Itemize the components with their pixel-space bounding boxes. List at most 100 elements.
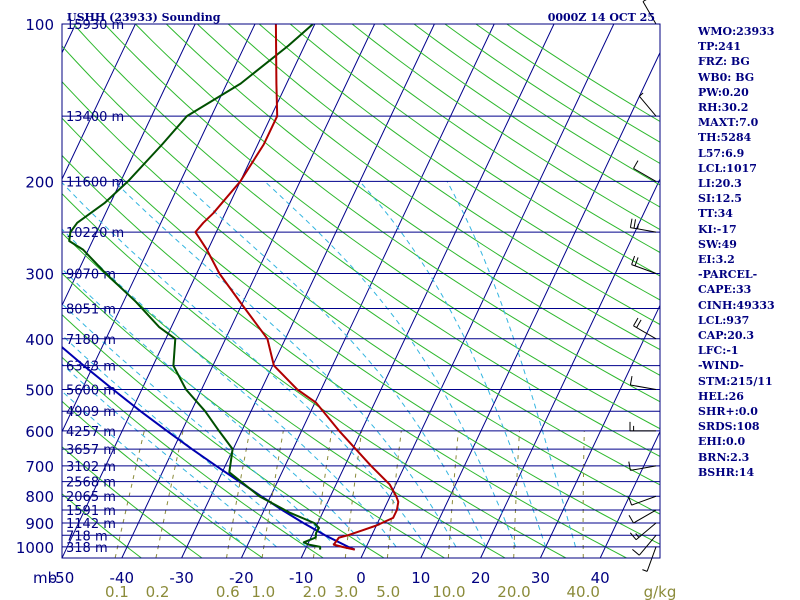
wind-barb-staff <box>631 264 657 274</box>
temperature-tick-label: 40 <box>591 569 610 587</box>
wind-barb-flag <box>628 461 631 471</box>
wind-barb-staff <box>630 465 657 471</box>
wind-barb-flag <box>642 569 648 572</box>
sounding-time: 0000Z 14 OCT 25 <box>548 11 655 24</box>
wind-barb-flag <box>634 257 639 266</box>
wind-barb-staff <box>633 509 657 524</box>
temperature-tick-label: -20 <box>229 569 254 587</box>
wind-barb-staff <box>642 1 657 25</box>
sounding-index-item: CAP:20.3 <box>698 329 755 343</box>
height-label: 11600 m <box>66 175 124 190</box>
sounding-index-item: SHR+:0.0 <box>698 405 758 419</box>
moist-adiabat-line <box>114 181 457 548</box>
wind-barb-staff <box>630 384 657 390</box>
height-label: 10220 m <box>66 226 124 241</box>
mixing-ratio-label: 40.0 <box>566 583 599 600</box>
wind-barb-staff <box>635 522 657 541</box>
wind-barb-flag <box>637 223 639 229</box>
wind-barb <box>629 376 657 390</box>
dry-adiabat-line <box>135 24 660 403</box>
moist-adiabat-line <box>62 268 367 548</box>
temperature-tick-label: -40 <box>110 569 135 587</box>
mixing-ratio-line <box>155 430 184 558</box>
mixing-ratio-line <box>344 430 363 558</box>
wind-barb-staff <box>638 95 657 117</box>
sounding-index-item: BSHR:14 <box>698 465 755 479</box>
wind-barb-staff <box>633 325 657 340</box>
pressure-tick-label: 200 <box>25 173 54 191</box>
dry-adiabat-line <box>62 356 324 558</box>
wind-barb-flag <box>628 514 634 524</box>
height-label: 4257 m <box>66 425 116 440</box>
mixing-ratio-line <box>114 430 145 558</box>
wind-barb <box>633 160 657 182</box>
sounding-index-item: -WIND- <box>698 359 744 373</box>
sounding-index-item: SI:12.5 <box>698 192 742 206</box>
mixing-ratio-label: 2.0 <box>303 583 327 600</box>
mixing-ratio-line <box>386 430 402 558</box>
mixing-ratio-unit-label: g/kg <box>644 583 677 600</box>
sounding-index-item: L57:6.9 <box>698 146 745 160</box>
wind-barb <box>638 92 657 117</box>
mixing-ratio-label: 0.2 <box>146 583 170 600</box>
height-label: 718 m <box>66 529 108 544</box>
isotherm-line <box>62 24 77 54</box>
sounding-index-item: SRDS:108 <box>698 420 760 434</box>
wind-barb <box>632 534 657 556</box>
pressure-tick-label: 800 <box>25 488 54 506</box>
height-label: 1591 m <box>66 504 116 519</box>
isotherm-line <box>62 24 136 181</box>
pressure-tick-label: 100 <box>25 16 54 34</box>
wind-barb-flag <box>629 218 633 228</box>
sounding-index-item: RH:30.2 <box>698 101 749 115</box>
wind-barb-staff <box>646 546 657 572</box>
wind-barb <box>633 317 657 340</box>
dry-adiabat-line <box>73 24 660 457</box>
mixing-ratio-label: 0.6 <box>216 583 240 600</box>
sounding-index-item: LFC:-1 <box>698 344 739 358</box>
wind-barb-flag <box>636 319 642 328</box>
isotherm-line <box>62 24 316 558</box>
sounding-index-item: -PARCEL- <box>698 268 758 282</box>
dry-adiabat-line <box>382 24 660 208</box>
sounding-index-item: WMO:23933 <box>698 25 775 38</box>
dry-adiabat-line <box>258 24 660 301</box>
sounding-index-item: FRZ: BG <box>698 55 750 69</box>
height-label: 318 m <box>66 541 108 556</box>
dry-adiabat-line <box>196 24 660 351</box>
height-label: 1142 m <box>66 517 116 532</box>
isotherm-line <box>62 24 256 433</box>
isotherm-line <box>599 430 660 558</box>
mixing-ratio-label: 1.0 <box>251 583 275 600</box>
wind-barb <box>629 218 657 233</box>
pressure-tick-label: 700 <box>25 458 54 476</box>
wind-barb <box>628 509 657 524</box>
isotherm-line <box>360 24 615 558</box>
sounding-index-item: TP:241 <box>698 40 742 54</box>
mixing-ratio-line <box>513 430 520 558</box>
wind-barb-staff <box>631 495 657 506</box>
wind-barbs <box>628 0 657 572</box>
dry-adiabat-line <box>506 24 660 123</box>
mixing-ratio-line <box>226 430 251 558</box>
isotherm-line <box>62 24 196 307</box>
dry-adiabat-line <box>62 154 627 558</box>
wind-barb-flag <box>631 255 636 265</box>
dry-adiabat-line <box>62 192 567 558</box>
dry-adiabat-line <box>62 400 263 558</box>
dry-adiabat-line <box>104 24 660 430</box>
wind-barb-staff <box>638 534 657 556</box>
sounding-index-item: STM:215/11 <box>698 374 773 388</box>
height-label: 13400 m <box>66 110 124 125</box>
sounding-index-item: EI:3.2 <box>698 253 735 267</box>
sounding-index-item: HEL:26 <box>698 389 744 403</box>
sounding-index-item: BRN:2.3 <box>698 450 750 464</box>
mixing-ratio-label: 0.1 <box>105 583 129 600</box>
height-label: 3102 m <box>66 460 116 475</box>
wind-barb <box>631 255 657 274</box>
isotherm-line <box>539 304 660 558</box>
pressure-tick-label: 500 <box>25 382 54 400</box>
